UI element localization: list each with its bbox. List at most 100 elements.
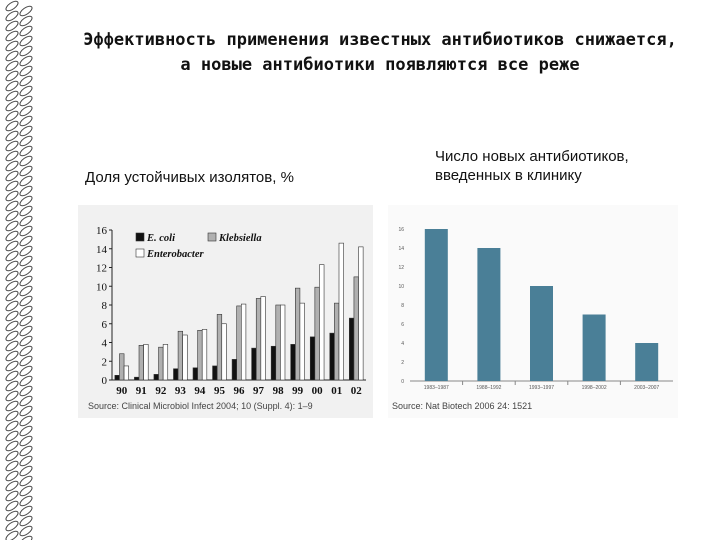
x-tick-label: 93 [175,385,187,397]
slide-title-line-2: а новые антибиотики появляются все реже [180,55,580,75]
x-tick-label: 92 [155,385,167,397]
y-tick-label: 6 [102,319,108,331]
chain-link-left [5,360,19,372]
y-tick-label: 0 [102,375,108,387]
x-tick-label: 90 [116,385,128,397]
x-tick-label: 95 [214,385,226,397]
bar-klebsiella [177,330,183,381]
chain-link-left [5,120,19,132]
chain-link-left [5,330,19,342]
chain-link-left [5,460,19,472]
chain-link-left [5,170,19,182]
x-tick-label: 94 [194,385,206,397]
bar-e-coli [173,368,179,381]
chain-link-left [5,220,19,232]
chain-link-right [19,305,33,317]
chain-link-left [5,10,19,22]
bar-e-coli [329,332,335,381]
bar-e-coli [134,376,140,381]
x-tick-label: 98 [273,385,285,397]
bar-enterobacter [123,365,129,381]
bar-e-coli [251,347,257,381]
chain-link-right [19,225,33,237]
left-chart-caption: Доля устойчивых изолятов, % [85,169,294,186]
new-antibiotics-chart-panel: 0 2 4 6 8 10 12 14 16 1983–1987 1988–1992 1993–1997… [388,205,678,418]
chain-link-right [19,425,33,437]
chain-link-right [19,265,33,277]
x-tick-label: 2003–2007 [634,385,659,391]
chain-link-right [19,205,33,217]
chain-link-left [5,70,19,82]
chain-link-right [19,145,33,157]
y-tick-label: 4 [102,338,108,350]
chain-link-right [19,105,33,117]
chain-link-left [5,510,19,522]
slide-title-line-1: Эффективность применения известных антиб… [83,30,677,50]
bar-klebsiella [255,298,262,381]
chain-link-right [19,435,33,447]
right-chart-caption-line-2: введенных в клинику [435,167,582,184]
y-tick-label: 16 [398,227,404,233]
bar-e-coli [153,374,159,381]
y-tick-label: 8 [401,303,404,309]
chain-link-left [5,80,19,92]
x-tick-label: 99 [292,385,304,397]
chain-link-left [5,270,19,282]
chain-link-left [5,470,19,482]
bar [582,314,606,381]
bar-klebsiella [353,276,359,381]
chain-link-right [19,45,33,57]
chain-link-right [19,235,33,247]
chain-link-left [5,210,19,222]
chain-link-left [5,40,19,52]
chain-link-left [5,260,19,272]
chain-link-right [19,315,33,327]
chain-link-left [5,20,19,32]
bar-enterobacter [182,334,188,381]
chain-link-right [19,455,33,467]
bar-enterobacter [260,296,266,381]
x-tick-label: 1993–1997 [529,385,554,391]
chain-link-left [5,320,19,332]
chain-link-left [5,480,19,492]
resistance-chart-panel: 0 2 4 6 8 10 12 14 16 90 91 92 93 94 95 96 97 98 99 00 01 02 E… [78,205,373,418]
bar-e-coli [309,336,316,381]
chain-link-right [19,475,33,487]
chain-link-left [5,500,19,512]
chain-link-left [5,280,19,292]
y-tick-label: 14 [96,244,108,256]
chain-link-right [19,255,33,267]
x-tick-label: 91 [136,385,147,397]
bar [477,248,501,381]
chain-link-left [5,310,19,322]
bar-klebsiella [334,302,340,381]
chain-link-right [19,415,33,427]
chart-source: Source: Nat Biotech 2006 24: 1521 [392,401,532,411]
legend-label: Enterobacter [146,249,204,260]
bar-e-coli [290,344,296,381]
chain-link-right [19,115,33,127]
chain-link-left [5,250,19,262]
bar-klebsiella [236,305,242,381]
chain-link-left [5,160,19,172]
chain-link-left [5,90,19,102]
chain-link-left [5,300,19,312]
y-tick-label: 14 [398,246,404,252]
y-tick-label: 8 [102,300,108,312]
chain-link-left [5,380,19,392]
chain-link-left [5,230,19,242]
chain-link-left [5,440,19,452]
bar-e-coli [114,375,120,381]
x-tick-label: 00 [312,385,324,397]
chain-link-left [5,240,19,252]
bar-enterobacter [280,304,286,381]
right-chart-caption-line-1: Число новых антибиотиков, [435,148,629,165]
chain-link-right [19,395,33,407]
bar-enterobacter [143,344,149,381]
bar-klebsiella [275,304,281,381]
bar-klebsiella [314,286,320,381]
chain-link-right [19,35,33,47]
chain-link-left [5,430,19,442]
bar-klebsiella [197,330,203,381]
